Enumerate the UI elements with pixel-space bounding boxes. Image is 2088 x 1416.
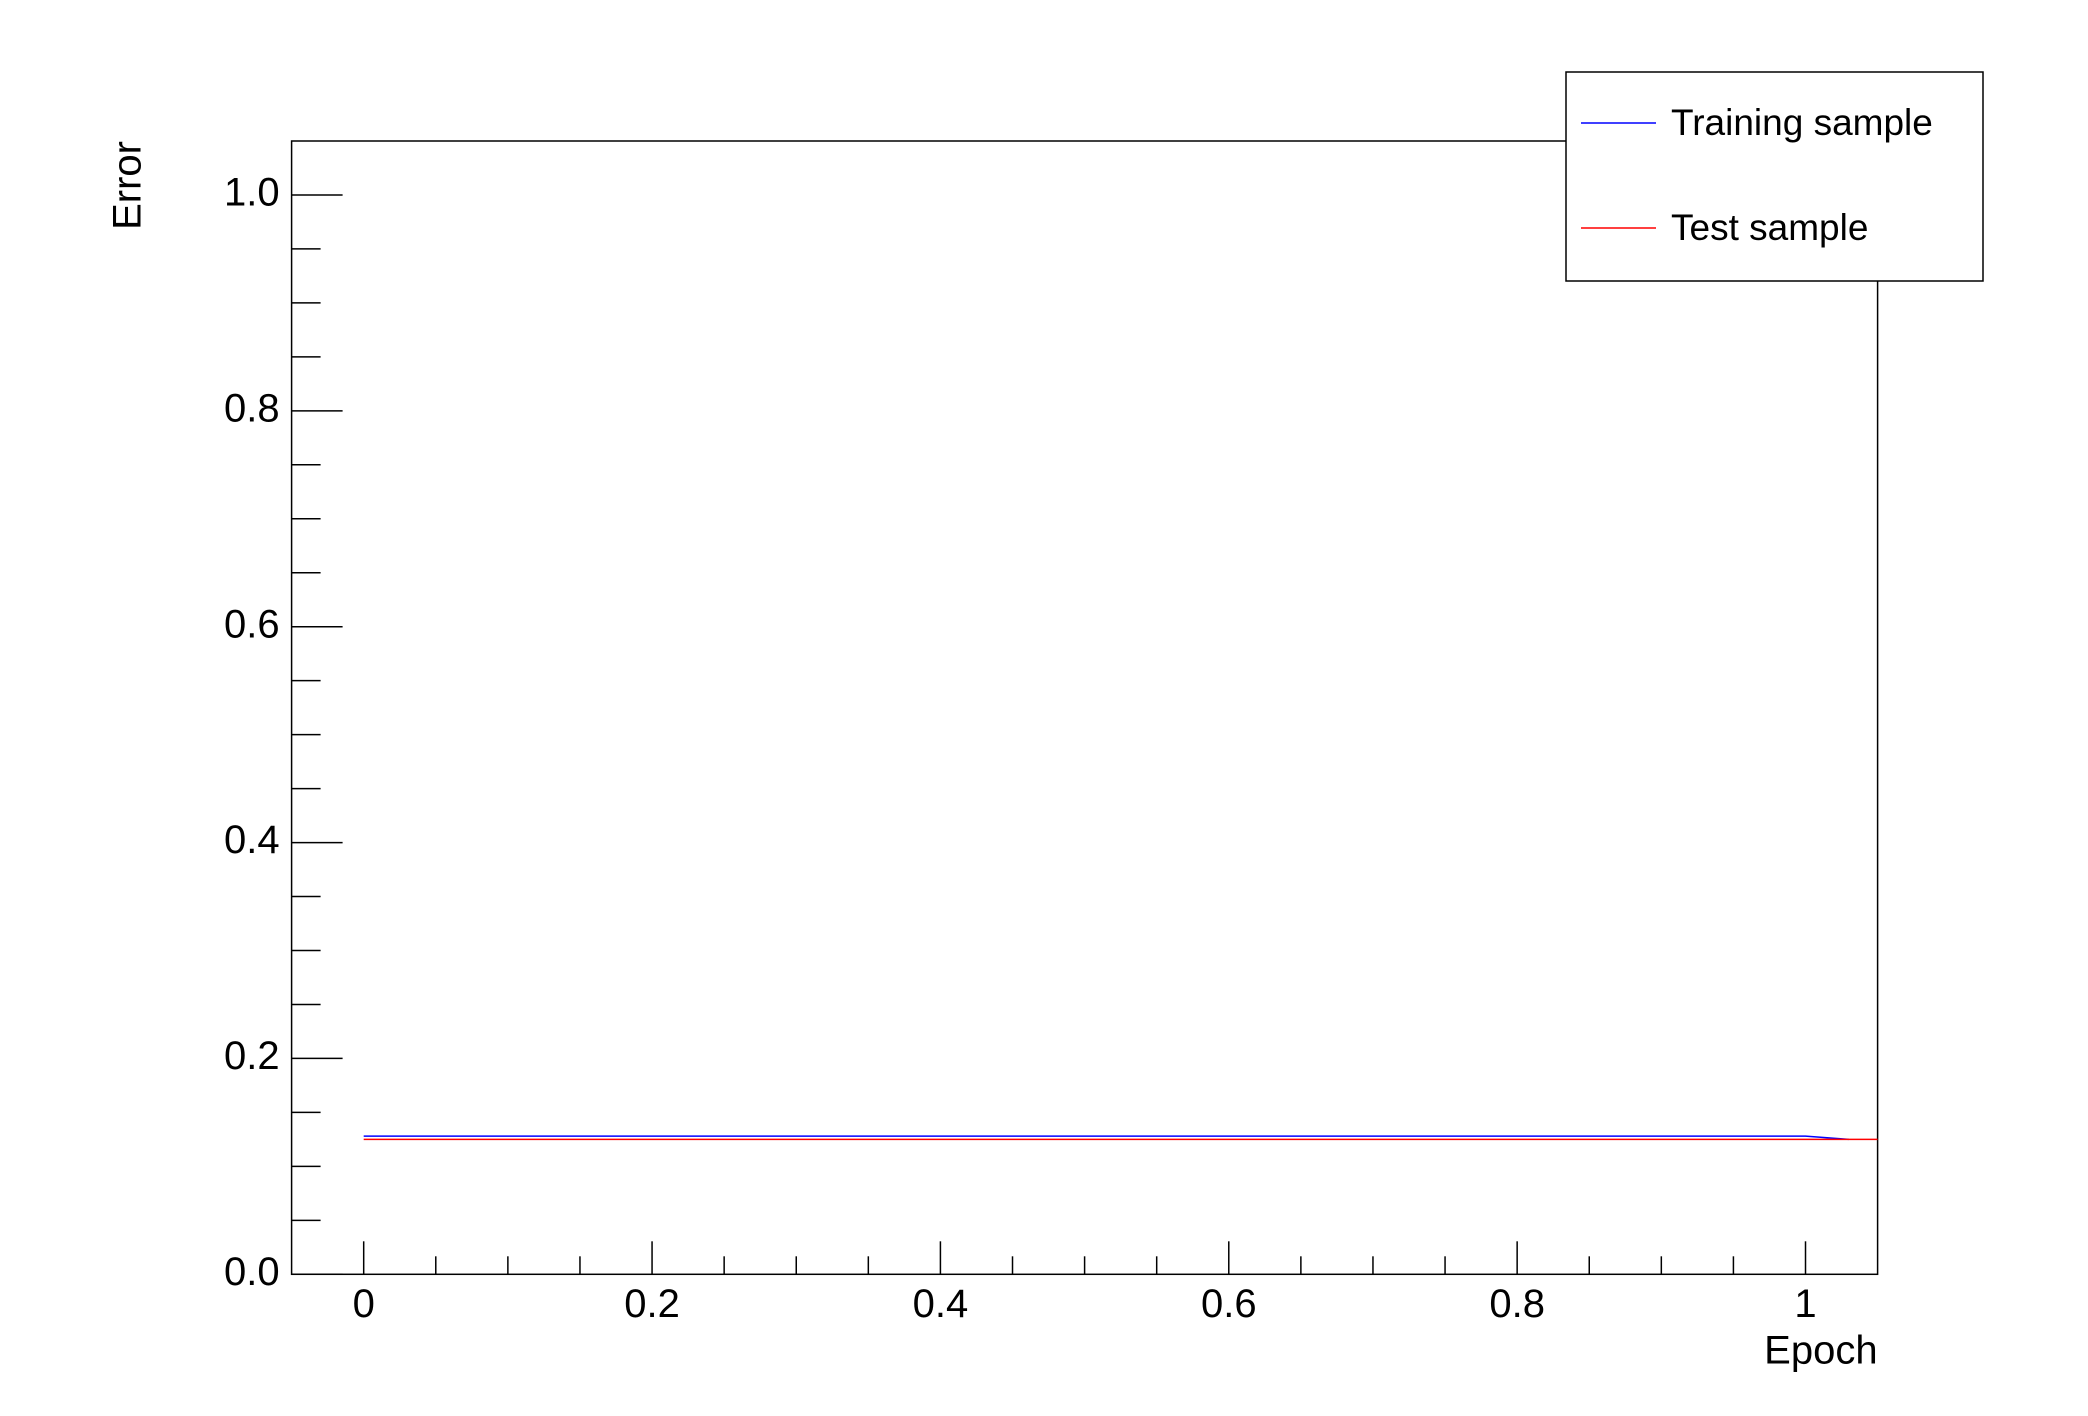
x-tick-label: 0.6 (1201, 1282, 1257, 1326)
legend-label: Training sample (1671, 102, 1933, 143)
x-tick-label: 1 (1794, 1282, 1816, 1326)
legend-label: Test sample (1671, 207, 1868, 248)
y-tick-label: 0.8 (224, 386, 280, 430)
x-tick-label: 0.8 (1489, 1282, 1545, 1326)
y-tick-label: 0.0 (224, 1250, 280, 1294)
legend-box (1565, 71, 1984, 282)
series-line (363, 1135, 1849, 1141)
y-axis-title: Error (106, 141, 150, 230)
y-tick-label: 0.4 (224, 818, 280, 862)
y-tick-label: 1.0 (224, 171, 280, 215)
x-tick-label: 0.2 (624, 1282, 680, 1326)
legend: Training sample Test sample (1565, 71, 1984, 282)
x-tick-label: 0 (353, 1282, 375, 1326)
y-tick-label: 0.6 (224, 602, 280, 646)
x-tick-label: 0.4 (913, 1282, 969, 1326)
y-tick-label: 0.2 (224, 1034, 280, 1078)
x-axis-title: Epoch (1764, 1329, 1877, 1373)
